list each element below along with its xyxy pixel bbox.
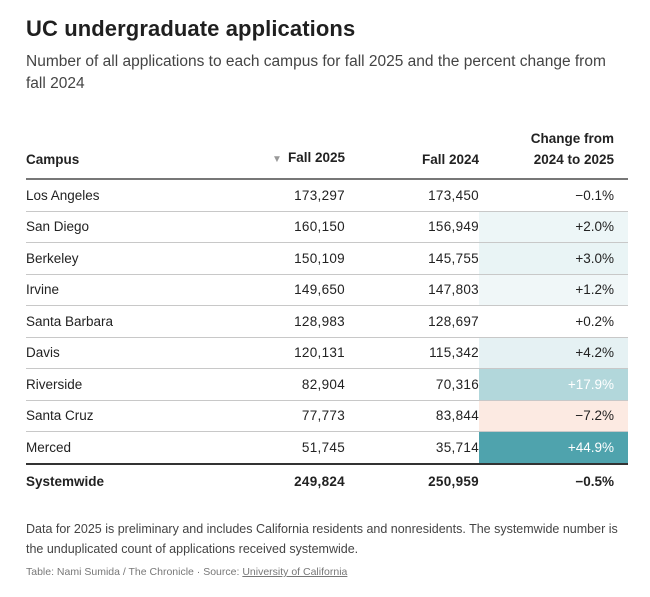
campus-cell: San Diego [26, 211, 236, 243]
fall-2024-cell: 70,316 [345, 368, 479, 401]
change-cell: +0.2% [479, 305, 628, 338]
total-row: Systemwide 249,824 250,959 −0.5% [26, 462, 628, 498]
fall-2024-cell: 35,714 [345, 431, 479, 464]
footnote: Data for 2025 is preliminary and include… [26, 522, 618, 556]
campus-cell: Davis [26, 337, 236, 369]
table-row: Riverside 82,904 70,316 +17.9% [26, 368, 628, 401]
header-fall-2025-label: Fall 2025 [287, 150, 345, 165]
fall-2025-cell: 173,297 [236, 179, 345, 212]
change-cell: −7.2% [479, 400, 628, 432]
fall-2025-cell: 128,983 [236, 305, 345, 338]
campus-cell: Irvine [26, 274, 236, 306]
change-cell: +44.9% [479, 431, 628, 464]
fall-2025-cell: 149,650 [236, 274, 345, 306]
change-cell: +3.0% [479, 242, 628, 275]
table-row: Santa Barbara 128,983 128,697 +0.2% [26, 305, 628, 338]
fall-2025-cell: 77,773 [236, 400, 345, 432]
change-cell: +2.0% [479, 211, 628, 243]
fall-2024-cell: 115,342 [345, 337, 479, 369]
table-row: Irvine 149,650 147,803 +1.2% [26, 274, 628, 306]
header-change-line1: Change from [530, 131, 614, 146]
fall-2025-cell: 249,824 [236, 462, 345, 498]
credit-line: Table: Nami Sumida / The Chronicle · Sou… [26, 566, 347, 578]
header-fall-2024-label: Fall 2024 [421, 152, 479, 167]
table-header-row: Campus ▼ Fall 2025 Fall 2024 Change from 2… [26, 128, 628, 180]
change-cell: +17.9% [479, 368, 628, 401]
fall-2024-cell: 128,697 [345, 305, 479, 338]
change-cell: +4.2% [479, 337, 628, 369]
change-cell: −0.1% [479, 179, 628, 212]
table-row: Merced 51,745 35,714 +44.9% [26, 431, 628, 464]
campus-cell: Berkeley [26, 242, 236, 275]
table-row: San Diego 160,150 156,949 +2.0% [26, 211, 628, 243]
fall-2024-cell: 83,844 [345, 400, 479, 432]
data-table: Campus ▼ Fall 2025 Fall 2024 Change from 2… [26, 128, 628, 498]
campus-cell: Santa Barbara [26, 305, 236, 338]
fall-2024-cell: 156,949 [345, 211, 479, 243]
change-cell: +1.2% [479, 274, 628, 306]
table-row: Berkeley 150,109 145,755 +3.0% [26, 242, 628, 275]
fall-2024-cell: 173,450 [345, 179, 479, 212]
fall-2024-cell: 147,803 [345, 274, 479, 306]
fall-2025-cell: 120,131 [236, 337, 345, 369]
fall-2024-cell: 145,755 [345, 242, 479, 275]
table-row: Davis 120,131 115,342 +4.2% [26, 337, 628, 369]
table-body: Los Angeles 173,297 173,450 −0.1% San Diego 1… [26, 179, 628, 498]
campus-cell: Systemwide [26, 462, 236, 498]
fall-2024-cell: 250,959 [345, 462, 479, 498]
header-fall-2024[interactable]: Fall 2024 [345, 128, 479, 180]
header-fall-2025[interactable]: ▼ Fall 2025 [236, 128, 345, 180]
header-campus-label: Campus [26, 152, 80, 167]
fall-2025-cell: 51,745 [236, 431, 345, 464]
fall-2025-cell: 150,109 [236, 242, 345, 275]
header-campus[interactable]: Campus [26, 128, 236, 180]
campus-cell: Merced [26, 431, 236, 464]
header-change-line2: 2024 to 2025 [533, 152, 614, 167]
fall-2025-cell: 82,904 [236, 368, 345, 401]
campus-cell: Santa Cruz [26, 400, 236, 432]
credit-prefix: Table: Nami Sumida / The Chronicle · Sou… [26, 566, 243, 578]
fall-2025-cell: 160,150 [236, 211, 345, 243]
campus-cell: Riverside [26, 368, 236, 401]
table-row: Santa Cruz 77,773 83,844 −7.2% [26, 400, 628, 432]
chart-title: UC undergraduate applications [26, 16, 356, 41]
source-link[interactable]: University of California [242, 566, 348, 578]
table-row: Los Angeles 173,297 173,450 −0.1% [26, 179, 628, 212]
sort-down-icon: ▼ [272, 154, 282, 165]
change-cell: −0.5% [479, 462, 628, 498]
campus-cell: Los Angeles [26, 179, 236, 212]
header-change[interactable]: Change from 2024 to 2025 [479, 128, 628, 180]
chart-subtitle: Number of all applications to each campu… [26, 53, 606, 92]
